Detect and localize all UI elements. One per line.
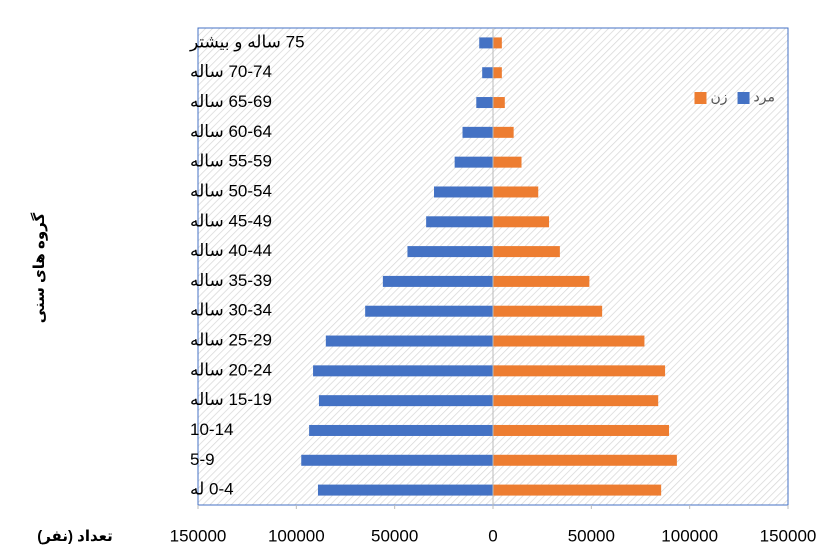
y-tick-label: 0-4 له [190,480,234,499]
bar [462,126,493,138]
legend-swatch [737,92,750,104]
bar [493,246,560,258]
bar [454,156,493,168]
y-tick-label: 70-74 ساله [190,62,272,81]
legend-label: مرد [754,89,775,106]
bar [493,156,522,168]
bar [382,275,493,287]
y-tick-label: 50-54 ساله [190,181,272,200]
y-tick-label: 45-49 ساله [190,211,272,230]
x-tick-label: 150000 [170,526,227,545]
bar [493,216,550,228]
bar [318,395,493,407]
bar [365,305,493,317]
bar [317,484,493,496]
bar [493,186,539,198]
bar [309,424,493,436]
x-axis-title: تعداد (نفر) [37,528,113,545]
y-tick-label: 20-24 ساله [190,360,272,379]
y-tick-label: 40-44 ساله [190,241,272,260]
bar [493,365,666,377]
y-tick-label: 75 ساله و بیشتر [189,32,305,51]
bar [493,275,590,287]
y-axis-title: گروه های سنی [30,213,48,324]
legend-label: زن [710,89,727,106]
bar [493,484,662,496]
x-tick-label: 50000 [568,526,615,545]
x-tick-label: 100000 [661,526,718,545]
y-tick-label: 25-29 ساله [190,331,272,350]
y-tick-label: 30-34 ساله [190,301,272,320]
y-tick-label: 10-14 [190,420,233,439]
bar [493,97,505,109]
bar [493,126,514,138]
x-tick-label: 0 [488,526,497,545]
bar [493,454,677,466]
y-tick-label: 35-39 ساله [190,271,272,290]
y-tick-label: 5-9 [190,450,215,469]
y-tick-label: 15-19 ساله [190,390,272,409]
bar [426,216,493,228]
legend-swatch [694,92,707,104]
bar [313,365,493,377]
bar [493,67,502,79]
x-tick-label: 100000 [268,526,325,545]
bar [493,395,659,407]
bar [493,424,670,436]
bar [325,335,493,347]
bar [493,305,603,317]
x-tick-label: 150000 [760,526,817,545]
bar [301,454,493,466]
y-tick-label: 55-59 ساله [190,152,272,171]
bar [407,246,493,258]
y-tick-label: 65-69 ساله [190,92,272,111]
bar [479,37,493,49]
y-tick-label: 60-64 ساله [190,122,272,141]
bar [493,335,645,347]
bar [493,37,502,49]
x-tick-label: 50000 [371,526,418,545]
bar [476,97,493,109]
bar [434,186,493,198]
bar [482,67,493,79]
